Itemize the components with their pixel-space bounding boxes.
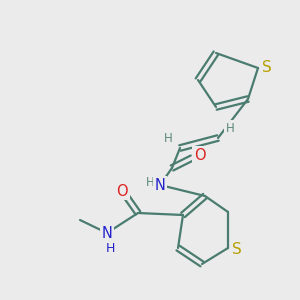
Text: N: N (154, 178, 165, 193)
Text: S: S (262, 61, 272, 76)
Text: H: H (105, 242, 115, 254)
Text: H: H (146, 176, 154, 190)
Text: O: O (116, 184, 128, 199)
Text: H: H (226, 122, 234, 134)
Text: N: N (102, 226, 112, 241)
Text: H: H (164, 131, 172, 145)
Text: S: S (232, 242, 242, 257)
Text: O: O (194, 148, 206, 163)
